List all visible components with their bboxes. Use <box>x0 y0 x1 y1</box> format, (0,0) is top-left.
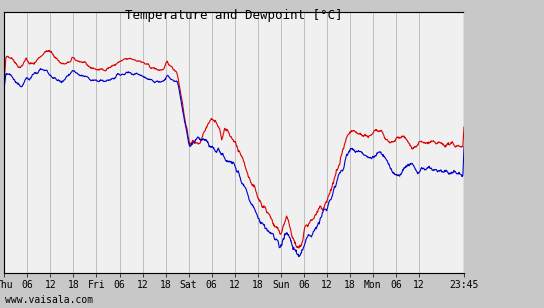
Text: Temperature and Dewpoint [°C]: Temperature and Dewpoint [°C] <box>126 9 343 22</box>
Text: www.vaisala.com: www.vaisala.com <box>5 295 94 305</box>
